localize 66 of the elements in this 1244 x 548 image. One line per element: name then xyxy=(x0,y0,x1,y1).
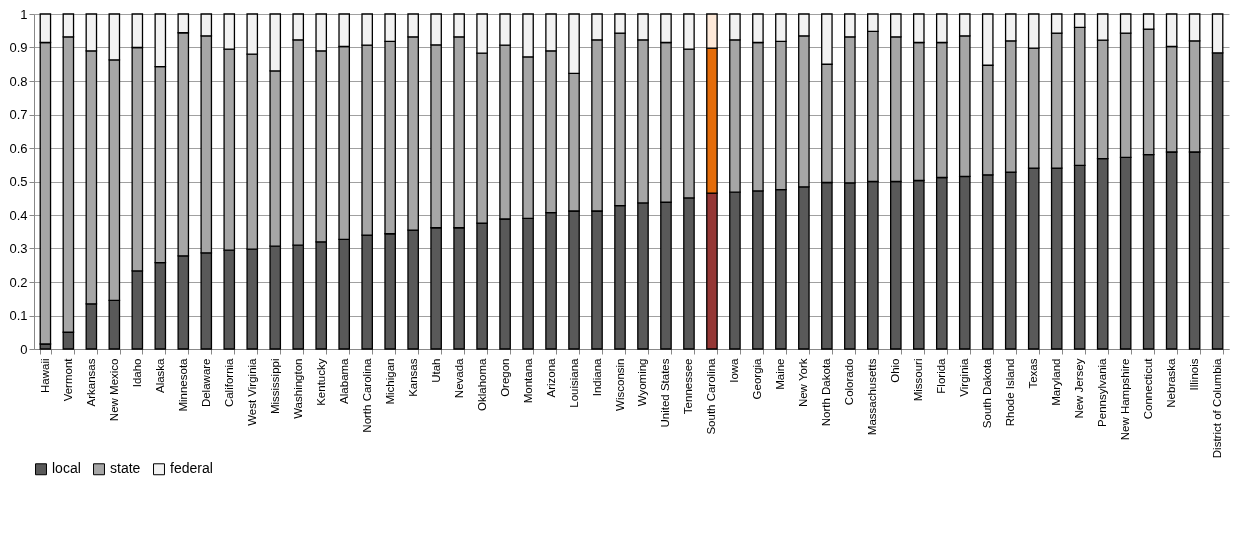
x-tick-label: Massachusetts xyxy=(866,358,879,436)
x-tick-label: Ohio xyxy=(889,358,902,383)
y-tick-label: 0.3 xyxy=(9,241,28,256)
x-tick-label: Maine xyxy=(774,358,787,390)
x-tick-label: New Hampshire xyxy=(1119,358,1132,441)
x-tick-label: Indiana xyxy=(590,357,603,397)
y-tick-label: 0.4 xyxy=(9,207,28,223)
x-tick-label: Mississippi xyxy=(268,358,281,415)
x-tick-label: Iowa xyxy=(728,357,741,383)
x-tick-label: South Dakota xyxy=(981,357,994,429)
x-tick-label: Nevada xyxy=(452,357,465,399)
legend-label: state xyxy=(110,460,141,477)
y-tick-label: 0.5 xyxy=(9,174,28,189)
x-tick-label: Missouri xyxy=(912,358,925,402)
y-tick-label: 0.1 xyxy=(9,308,28,323)
legend-label: local xyxy=(52,460,81,477)
x-tick-label: Illinois xyxy=(1188,358,1201,391)
x-tick-label: Pennsylvania xyxy=(1096,357,1109,427)
x-tick-label: New York xyxy=(797,358,810,408)
x-tick-label: Delaware xyxy=(199,358,212,408)
x-tick-label: Nebraska xyxy=(1165,357,1178,408)
x-tick-label: Colorado xyxy=(843,358,856,406)
x-tick-label: New Mexico xyxy=(107,358,120,422)
x-tick-label: Washington xyxy=(291,358,304,419)
x-tick-label: North Carolina xyxy=(360,357,373,433)
x-tick-label: Tennessee xyxy=(682,358,695,415)
x-tick-label: Alabama xyxy=(337,357,350,404)
x-tick-label: Vermont xyxy=(61,357,74,402)
y-tick-label: 0.6 xyxy=(9,140,28,156)
x-tick-label: Florida xyxy=(935,357,948,394)
x-tick-label: Georgia xyxy=(751,357,764,400)
x-tick-label: Kansas xyxy=(406,358,419,397)
x-tick-label: Connecticut xyxy=(1142,357,1155,420)
x-tick-label: Virginia xyxy=(958,357,971,397)
x-tick-label: Maryland xyxy=(1050,358,1063,406)
x-tick-label: United States xyxy=(659,358,672,428)
x-tick-label: Texas xyxy=(1027,358,1040,389)
x-tick-label: Michigan xyxy=(383,358,396,405)
x-tick-label: Montana xyxy=(521,357,534,404)
x-tick-label: Oklahoma xyxy=(475,357,488,411)
y-tick-label: 0.7 xyxy=(9,107,28,122)
x-tick-label: California xyxy=(222,357,235,408)
x-tick-label: Rhode Island xyxy=(1004,358,1017,427)
x-tick-label: Wisconsin xyxy=(613,358,626,411)
x-tick-label: Oregon xyxy=(498,358,511,397)
legend-label: federal xyxy=(170,460,213,477)
y-tick-label: 0 xyxy=(20,341,28,357)
x-tick-label: Idaho xyxy=(130,358,143,388)
x-tick-label: Wyoming xyxy=(636,358,649,407)
x-tick-label: New Jersey xyxy=(1073,358,1086,419)
x-tick-label: Minnesota xyxy=(176,357,189,412)
y-tick-label: 0.2 xyxy=(9,274,28,290)
x-tick-label: Utah xyxy=(429,358,442,383)
x-tick-label: West Virginia xyxy=(245,357,258,426)
y-tick-label: 0.8 xyxy=(9,73,28,89)
x-tick-label: District of Columbia xyxy=(1211,357,1224,459)
x-tick-label: North Dakota xyxy=(820,357,833,427)
y-tick-label: 0.9 xyxy=(9,40,28,55)
x-tick-label: Hawaii xyxy=(38,358,51,394)
x-tick-label: Alaska xyxy=(153,357,166,394)
x-tick-label: Arkansas xyxy=(84,358,97,407)
x-tick-label: South Carolina xyxy=(705,357,718,435)
x-tick-label: Arizona xyxy=(544,357,557,398)
y-tick-label: 1 xyxy=(20,6,28,22)
x-tick-label: Louisiana xyxy=(567,357,580,408)
x-tick-label: Kentucky xyxy=(314,358,327,406)
